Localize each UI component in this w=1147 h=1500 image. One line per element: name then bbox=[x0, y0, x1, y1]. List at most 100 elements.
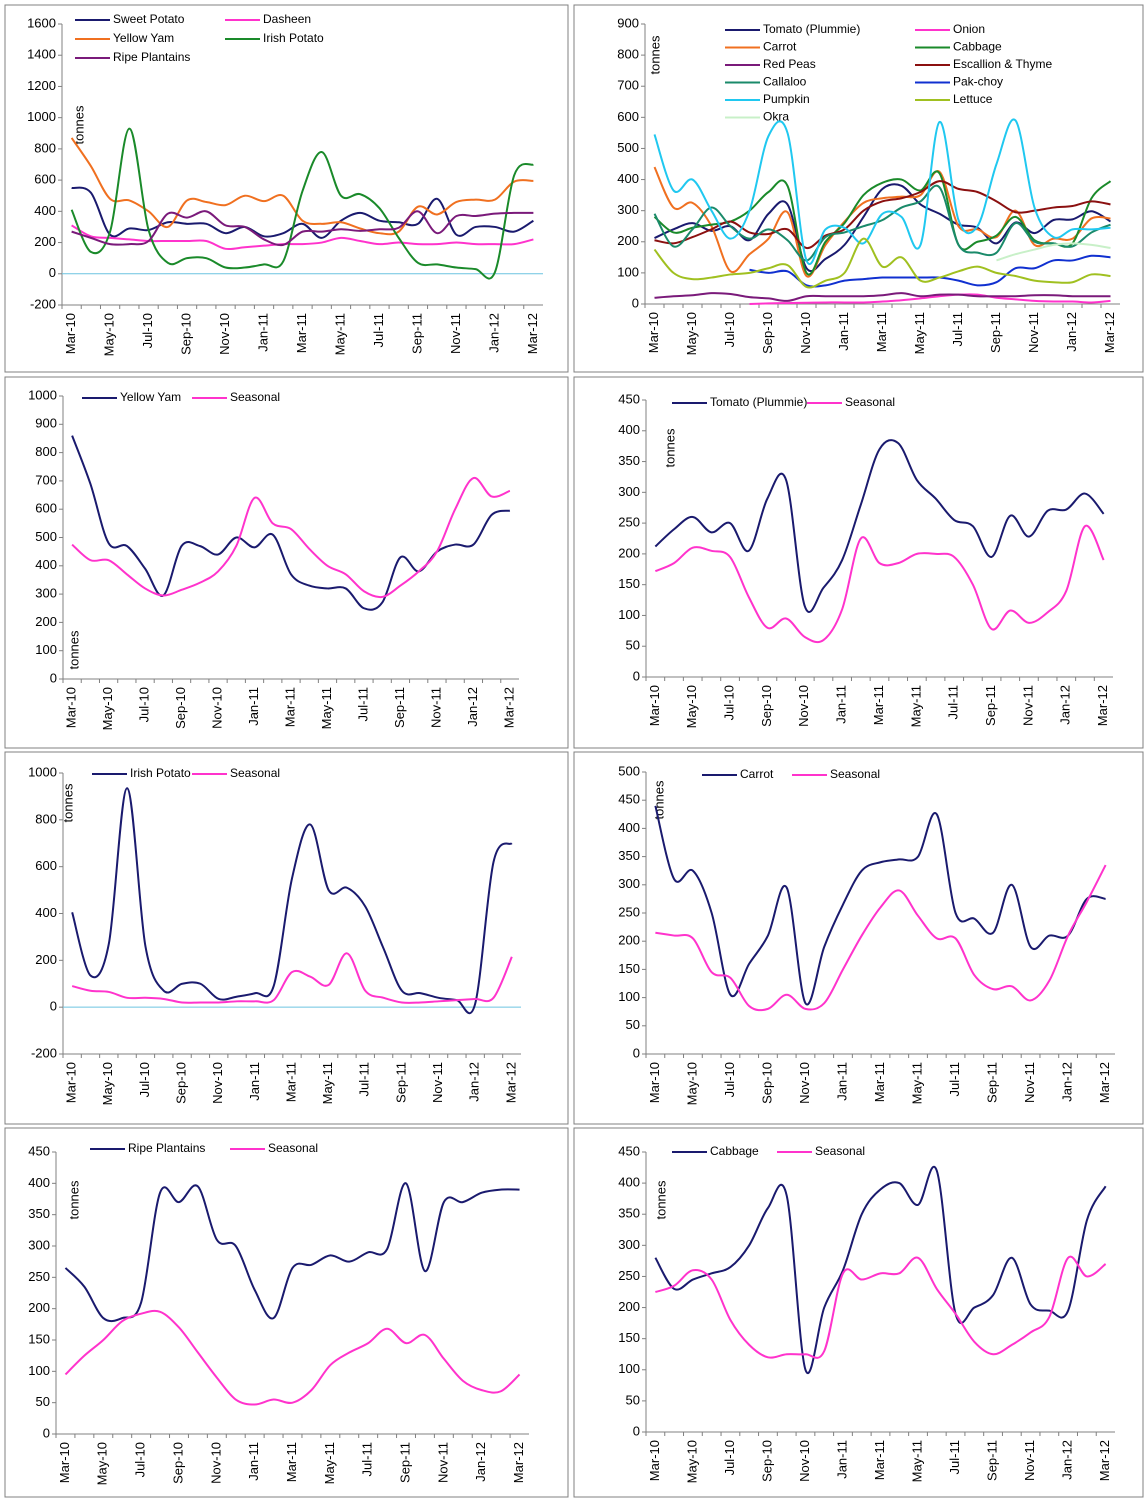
y-tick-label: 1400 bbox=[27, 47, 56, 62]
y-tick-label: 300 bbox=[618, 1237, 640, 1252]
legend-label: Yellow Yam bbox=[120, 390, 181, 404]
series-line bbox=[653, 118, 1111, 265]
x-tick-label: Nov-11 bbox=[430, 1062, 445, 1103]
y-tick-label: 350 bbox=[618, 848, 640, 863]
y-tick-label: 250 bbox=[618, 904, 640, 919]
x-tick-label: Mar-12 bbox=[525, 313, 540, 354]
x-tick-label: May-10 bbox=[100, 1062, 115, 1105]
x-tick-label: Sep-10 bbox=[173, 687, 188, 729]
x-tick-label: May-11 bbox=[322, 1442, 337, 1484]
panel-frame bbox=[573, 1127, 1144, 1498]
y-tick-label: 400 bbox=[35, 905, 57, 920]
series-line bbox=[71, 787, 513, 1014]
x-tick-label: Mar-10 bbox=[646, 312, 661, 353]
x-tick-label: Jan-12 bbox=[1064, 312, 1079, 352]
x-tick-label: Sep-10 bbox=[178, 313, 193, 355]
panel-frame bbox=[573, 376, 1144, 749]
legend-label: Cabbage bbox=[953, 40, 1002, 54]
x-tick-label: Mar-11 bbox=[871, 685, 886, 725]
y-tick-label: 350 bbox=[28, 1206, 50, 1221]
legend-label: Okra bbox=[763, 110, 789, 124]
legend-entry: Seasonal bbox=[777, 1144, 865, 1158]
y-axis-label: tonnes bbox=[71, 105, 86, 145]
x-tick-label: May-11 bbox=[912, 312, 927, 354]
x-tick-label: Sep-10 bbox=[759, 685, 774, 727]
legend-label: Seasonal bbox=[230, 390, 280, 404]
y-tick-label: 700 bbox=[35, 472, 57, 487]
panel-frame bbox=[4, 4, 569, 373]
y-tick-label: 300 bbox=[35, 586, 57, 601]
legend-label: Tomato (Plummie) bbox=[710, 395, 807, 409]
legend-entry: Irish Potato bbox=[92, 766, 191, 780]
y-tick-label: -200 bbox=[30, 296, 56, 311]
legend-label: Cabbage bbox=[710, 1144, 759, 1158]
y-tick-label: 450 bbox=[618, 391, 640, 406]
y-tick-label: 250 bbox=[618, 515, 640, 530]
chart-panel: 0 50 100 150 200 250 300 350 400 450 Mar-10 May-10 J… bbox=[573, 376, 1144, 749]
y-tick-label: 150 bbox=[618, 961, 640, 976]
y-tick-label: 400 bbox=[34, 203, 56, 218]
x-tick-label: Mar-12 bbox=[1097, 1440, 1112, 1481]
x-tick-label: Jan-12 bbox=[467, 1062, 482, 1102]
panel-frame bbox=[573, 4, 1144, 373]
y-tick-label: 450 bbox=[28, 1143, 50, 1158]
panel-frame bbox=[573, 751, 1144, 1125]
y-tick-label: 100 bbox=[618, 989, 640, 1004]
y-tick-label: 700 bbox=[617, 78, 639, 93]
y-tick-label: 0 bbox=[633, 1045, 640, 1060]
legend-entry: Red Peas bbox=[725, 57, 816, 71]
legend-entry: Carrot bbox=[702, 767, 774, 781]
x-tick-label: Jul-11 bbox=[947, 1440, 962, 1474]
x-tick-label: Mar-10 bbox=[64, 687, 79, 728]
x-tick-label: Nov-10 bbox=[796, 685, 811, 727]
x-tick-label: Jan-11 bbox=[246, 1442, 261, 1481]
x-tick-label: Jul-10 bbox=[140, 313, 155, 348]
y-tick-label: 400 bbox=[35, 557, 57, 572]
x-tick-label: Mar-12 bbox=[503, 1062, 518, 1103]
y-tick-label: 900 bbox=[617, 15, 639, 30]
legend-entry: Callaloo bbox=[725, 75, 807, 89]
x-tick-label: Sep-10 bbox=[174, 1062, 189, 1104]
x-tick-label: Nov-11 bbox=[1026, 312, 1041, 353]
series-line bbox=[749, 254, 1111, 288]
legend-label: Red Peas bbox=[763, 57, 816, 71]
x-tick-label: Nov-11 bbox=[1020, 685, 1035, 726]
y-tick-label: 400 bbox=[618, 1175, 640, 1190]
y-tick-label: 100 bbox=[35, 642, 57, 657]
y-tick-label: 200 bbox=[618, 933, 640, 948]
series-line bbox=[654, 524, 1105, 644]
x-tick-label: May-10 bbox=[684, 312, 699, 355]
x-tick-label: Mar-11 bbox=[283, 1062, 298, 1102]
x-tick-label: Nov-11 bbox=[435, 1442, 450, 1483]
y-axis-label: tonnes bbox=[662, 428, 677, 468]
legend-label: Onion bbox=[953, 22, 985, 36]
x-tick-label: Jul-11 bbox=[355, 687, 370, 721]
x-tick-label: Jul-10 bbox=[722, 1062, 737, 1097]
legend-entry: Ripe Plantains bbox=[75, 50, 190, 64]
y-axis-label: tonnes bbox=[653, 1180, 668, 1220]
series-line bbox=[655, 1255, 1107, 1359]
y-tick-label: 800 bbox=[34, 140, 56, 155]
x-tick-label: Sep-11 bbox=[983, 685, 998, 726]
legend-entry: Seasonal bbox=[192, 766, 280, 780]
legend-entry: Pumpkin bbox=[725, 92, 810, 106]
legend-label: Seasonal bbox=[230, 766, 280, 780]
x-tick-label: Nov-10 bbox=[217, 313, 232, 355]
chart-panel: 0 50 100 150 200 250 300 350 400 450 500 Mar-10 May-… bbox=[573, 751, 1144, 1125]
chart-panel: 0 50 100 150 200 250 300 350 400 450 Mar-10 May-10 J… bbox=[4, 1127, 569, 1498]
x-tick-label: Sep-11 bbox=[988, 312, 1003, 353]
chart-panel: -200 0 200 400 600 800 1000 Mar-10 May-10 Jul-10 S… bbox=[4, 751, 569, 1125]
series-line bbox=[654, 805, 1106, 1006]
x-tick-label: Jul-10 bbox=[722, 312, 737, 347]
x-tick-label: Jul-11 bbox=[357, 1062, 372, 1096]
x-tick-label: May-11 bbox=[332, 313, 347, 355]
y-tick-label: 400 bbox=[618, 820, 640, 835]
y-tick-label: 200 bbox=[35, 614, 57, 629]
x-tick-label: Sep-10 bbox=[170, 1442, 185, 1484]
x-tick-label: Mar-10 bbox=[63, 313, 78, 354]
y-tick-label: 200 bbox=[34, 234, 56, 249]
y-tick-label: 100 bbox=[618, 607, 640, 622]
x-tick-label: Jan-11 bbox=[834, 1440, 849, 1479]
y-tick-label: 0 bbox=[633, 1423, 640, 1438]
y-tick-label: 100 bbox=[617, 264, 639, 279]
